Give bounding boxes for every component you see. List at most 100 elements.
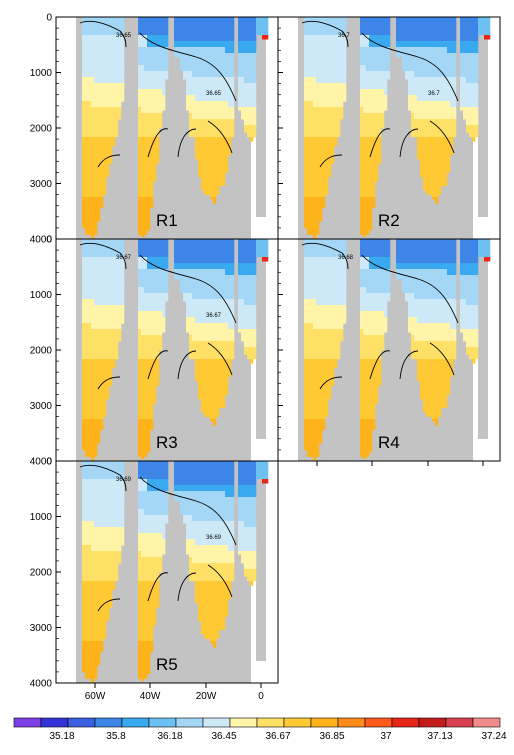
section-cell	[225, 263, 228, 269]
section-cell	[141, 359, 144, 365]
section-cell	[253, 245, 256, 251]
section-cell	[189, 317, 192, 323]
section-cell	[138, 437, 141, 443]
section-cell	[375, 305, 378, 311]
section-cell	[460, 29, 463, 35]
section-cell	[100, 101, 103, 107]
section-cell	[331, 65, 334, 71]
section-cell	[360, 227, 363, 233]
section-cell	[484, 17, 487, 23]
section-cell	[372, 119, 375, 125]
section-cell	[253, 305, 256, 311]
section-cell	[250, 77, 253, 83]
section-cell	[186, 305, 189, 311]
section-cell	[222, 269, 225, 275]
section-cell	[331, 275, 334, 281]
section-cell	[156, 269, 159, 275]
section-cell	[91, 29, 94, 35]
section-cell	[328, 371, 331, 377]
section-cell	[85, 359, 88, 365]
section-cell	[307, 143, 310, 149]
section-cell	[97, 29, 100, 35]
section-cell	[159, 71, 162, 77]
section-cell	[387, 53, 390, 59]
section-cell	[189, 257, 192, 263]
section-cell	[313, 251, 316, 257]
section-cell	[463, 95, 466, 101]
section-cell	[250, 29, 253, 35]
section-cell	[207, 287, 210, 293]
section-cell	[201, 251, 204, 257]
section-cell	[82, 257, 85, 263]
section-cell	[387, 263, 390, 269]
section-cell	[195, 89, 198, 95]
section-cell	[144, 425, 147, 431]
section-cell	[88, 317, 91, 323]
section-cell	[88, 191, 91, 197]
section-cell	[141, 455, 144, 459]
section-cell	[313, 293, 316, 299]
section-cell	[247, 257, 250, 263]
section-cell	[189, 335, 192, 341]
section-cell	[384, 41, 387, 47]
section-cell	[144, 185, 147, 191]
section-cell	[310, 227, 313, 233]
section-cell	[198, 389, 201, 395]
section-cell	[441, 137, 444, 143]
section-cell	[225, 275, 228, 281]
section-cell	[138, 161, 141, 167]
section-cell	[475, 77, 478, 83]
section-cell	[174, 41, 177, 47]
section-cell	[366, 137, 369, 143]
section-cell	[307, 197, 310, 203]
section-cell	[360, 185, 363, 191]
section-cell	[396, 17, 399, 23]
section-cell	[307, 443, 310, 449]
section-cell	[307, 239, 310, 245]
section-cell	[88, 425, 91, 431]
section-cell	[334, 353, 337, 359]
section-cell	[121, 59, 124, 65]
section-cell	[138, 377, 141, 383]
section-cell	[417, 311, 420, 317]
section-cell	[375, 245, 378, 251]
section-cell	[475, 29, 478, 35]
section-cell	[231, 101, 234, 107]
section-cell	[460, 71, 463, 77]
section-cell	[420, 143, 423, 149]
section-cell	[213, 329, 216, 335]
section-cell	[369, 143, 372, 149]
section-cell	[319, 389, 322, 395]
section-cell	[195, 29, 198, 35]
section-cell	[106, 101, 109, 107]
section-cell	[429, 395, 432, 401]
section-cell	[150, 287, 153, 293]
section-cell	[97, 431, 100, 437]
section-cell	[238, 329, 241, 333]
section-cell	[447, 167, 450, 173]
section-cell	[325, 65, 328, 71]
section-cell	[369, 437, 372, 443]
section-cell	[103, 17, 106, 23]
section-cell	[411, 263, 414, 269]
section-cell	[375, 17, 378, 23]
contour-label: 36.7	[338, 33, 350, 39]
section-cell	[369, 311, 372, 317]
section-cell	[414, 239, 417, 245]
section-cell	[201, 335, 204, 341]
section-cell	[304, 125, 307, 131]
section-cell	[112, 95, 115, 101]
section-cell	[319, 317, 322, 323]
section-cell	[325, 311, 328, 317]
section-cell	[435, 131, 438, 137]
section-cell	[463, 65, 466, 71]
section-cell	[369, 317, 372, 323]
section-cell	[85, 293, 88, 299]
section-cell	[366, 407, 369, 413]
section-cell	[213, 29, 216, 35]
section-cell	[244, 305, 247, 311]
section-cell	[198, 329, 201, 335]
section-cell	[106, 365, 109, 371]
section-cell	[210, 83, 213, 89]
section-cell	[375, 317, 378, 323]
